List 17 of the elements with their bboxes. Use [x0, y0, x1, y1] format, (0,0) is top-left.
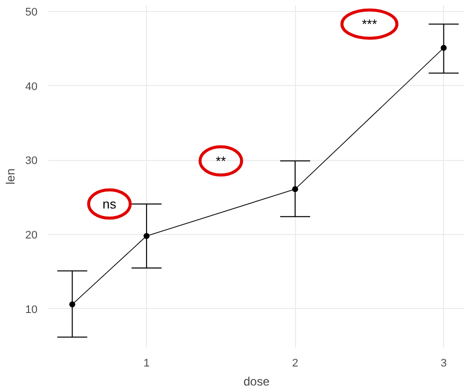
y-tick-label: 50 — [25, 6, 38, 18]
x-tick-label: 1 — [144, 358, 150, 370]
x-tick-label: 2 — [292, 358, 298, 370]
point — [440, 44, 447, 51]
annotation: *** — [362, 16, 378, 32]
y-axis-title: len — [3, 168, 18, 185]
y-tick-label: 40 — [25, 80, 38, 93]
x-axis-title: dose — [243, 374, 270, 388]
annotation: ** — [216, 153, 226, 168]
point — [292, 186, 298, 192]
point — [144, 232, 150, 239]
y-tick-label: 30 — [25, 155, 38, 168]
y-tick-label: 20 — [25, 229, 38, 242]
point — [69, 301, 76, 308]
annotation: ns — [102, 196, 117, 212]
y-tick-label: 10 — [25, 304, 38, 316]
x-tick-label: 3 — [440, 358, 447, 370]
